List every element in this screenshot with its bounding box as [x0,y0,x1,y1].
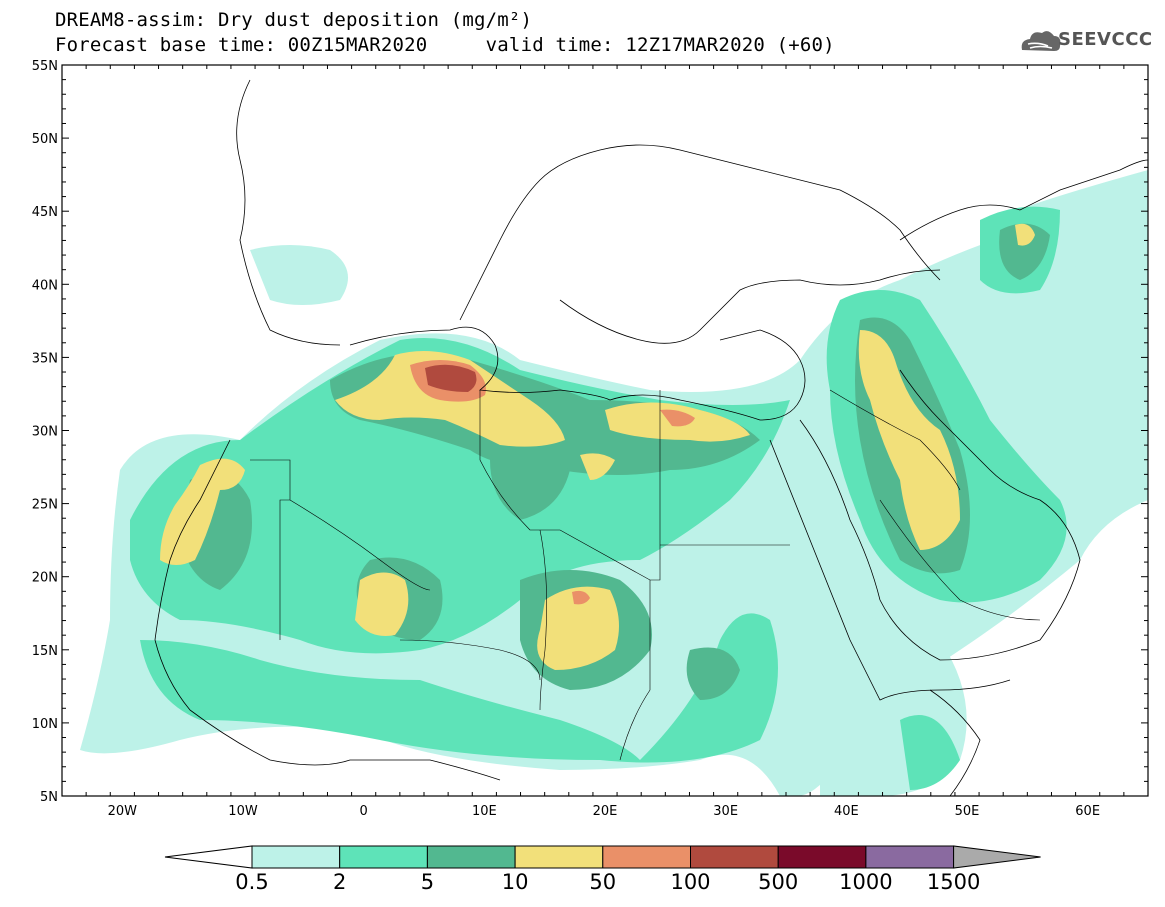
lat-label: 25N [32,498,58,513]
lon-label: 50E [955,804,980,819]
lat-label: 15N [32,644,58,659]
lat-label: 55N [32,59,58,74]
lat-label: 50N [32,132,58,147]
lon-label: 40E [834,804,859,819]
colorbar-segment [426,845,516,869]
valid-time: valid time: 12Z17MAR2020 (+60) [485,34,835,56]
base-time: Forecast base time: 00Z15MAR2020 [55,34,428,56]
colorbar-segment [339,845,428,869]
cloud-icon [1021,31,1061,51]
colorbar-segment [602,845,691,869]
colorbar-label: 100 [670,870,710,894]
lat-label: 40N [32,278,58,293]
lon-label: 20W [108,804,138,819]
colorbar-segment [251,845,341,869]
lon-label: 10W [228,804,258,819]
coastlines [154,79,1148,796]
colorbar-label: 2 [333,870,346,894]
field-level-100 [425,364,477,392]
lon-label: 60E [1075,804,1100,819]
lat-label: 45N [32,205,58,220]
colorbar-over-triangle [953,845,1041,869]
colorbar-label: 1500 [927,870,980,894]
lon-label: 20E [593,804,618,819]
lon-label: 0 [360,804,368,819]
latitude-labels: 55N 50N 45N 40N 35N 30N 25N 20N 15N 10N 5N [32,59,58,805]
country-borders [250,389,1041,761]
colorbar: 0.5 2 5 10 50 100 500 1000 1500 [164,845,1041,894]
axis-ticks [61,64,1149,797]
colorbar-label: 500 [758,870,798,894]
colorbar-label: 5 [421,870,434,894]
map-title: DREAM8-assim: Dry dust deposition (mg/m²… [55,9,533,31]
colorbar-label: 0.5 [235,870,268,894]
colorbar-segment [514,845,604,869]
lat-label: 30N [32,425,58,440]
lon-label: 10E [472,804,497,819]
colorbar-segment [777,845,867,869]
longitude-labels: 20W 10W 0 10E 20E 30E 40E 50E 60E [108,804,1100,819]
lat-label: 35N [32,351,58,366]
time-info: Forecast base time: 00Z15MAR2020 valid t… [55,34,835,56]
lon-label: 30E [713,804,738,819]
colorbar-segment [690,845,779,869]
colorbar-label: 10 [502,870,529,894]
lat-label: 5N [40,790,58,805]
colorbar-label: 50 [589,870,616,894]
colorbar-under-triangle [164,845,253,869]
lat-label: 10N [32,717,58,732]
logo-text: SEEVCCC [1058,29,1153,50]
colorbar-label: 1000 [839,870,892,894]
dust-field [80,170,1148,796]
colorbar-segment [865,845,955,869]
lat-label: 20N [32,571,58,586]
